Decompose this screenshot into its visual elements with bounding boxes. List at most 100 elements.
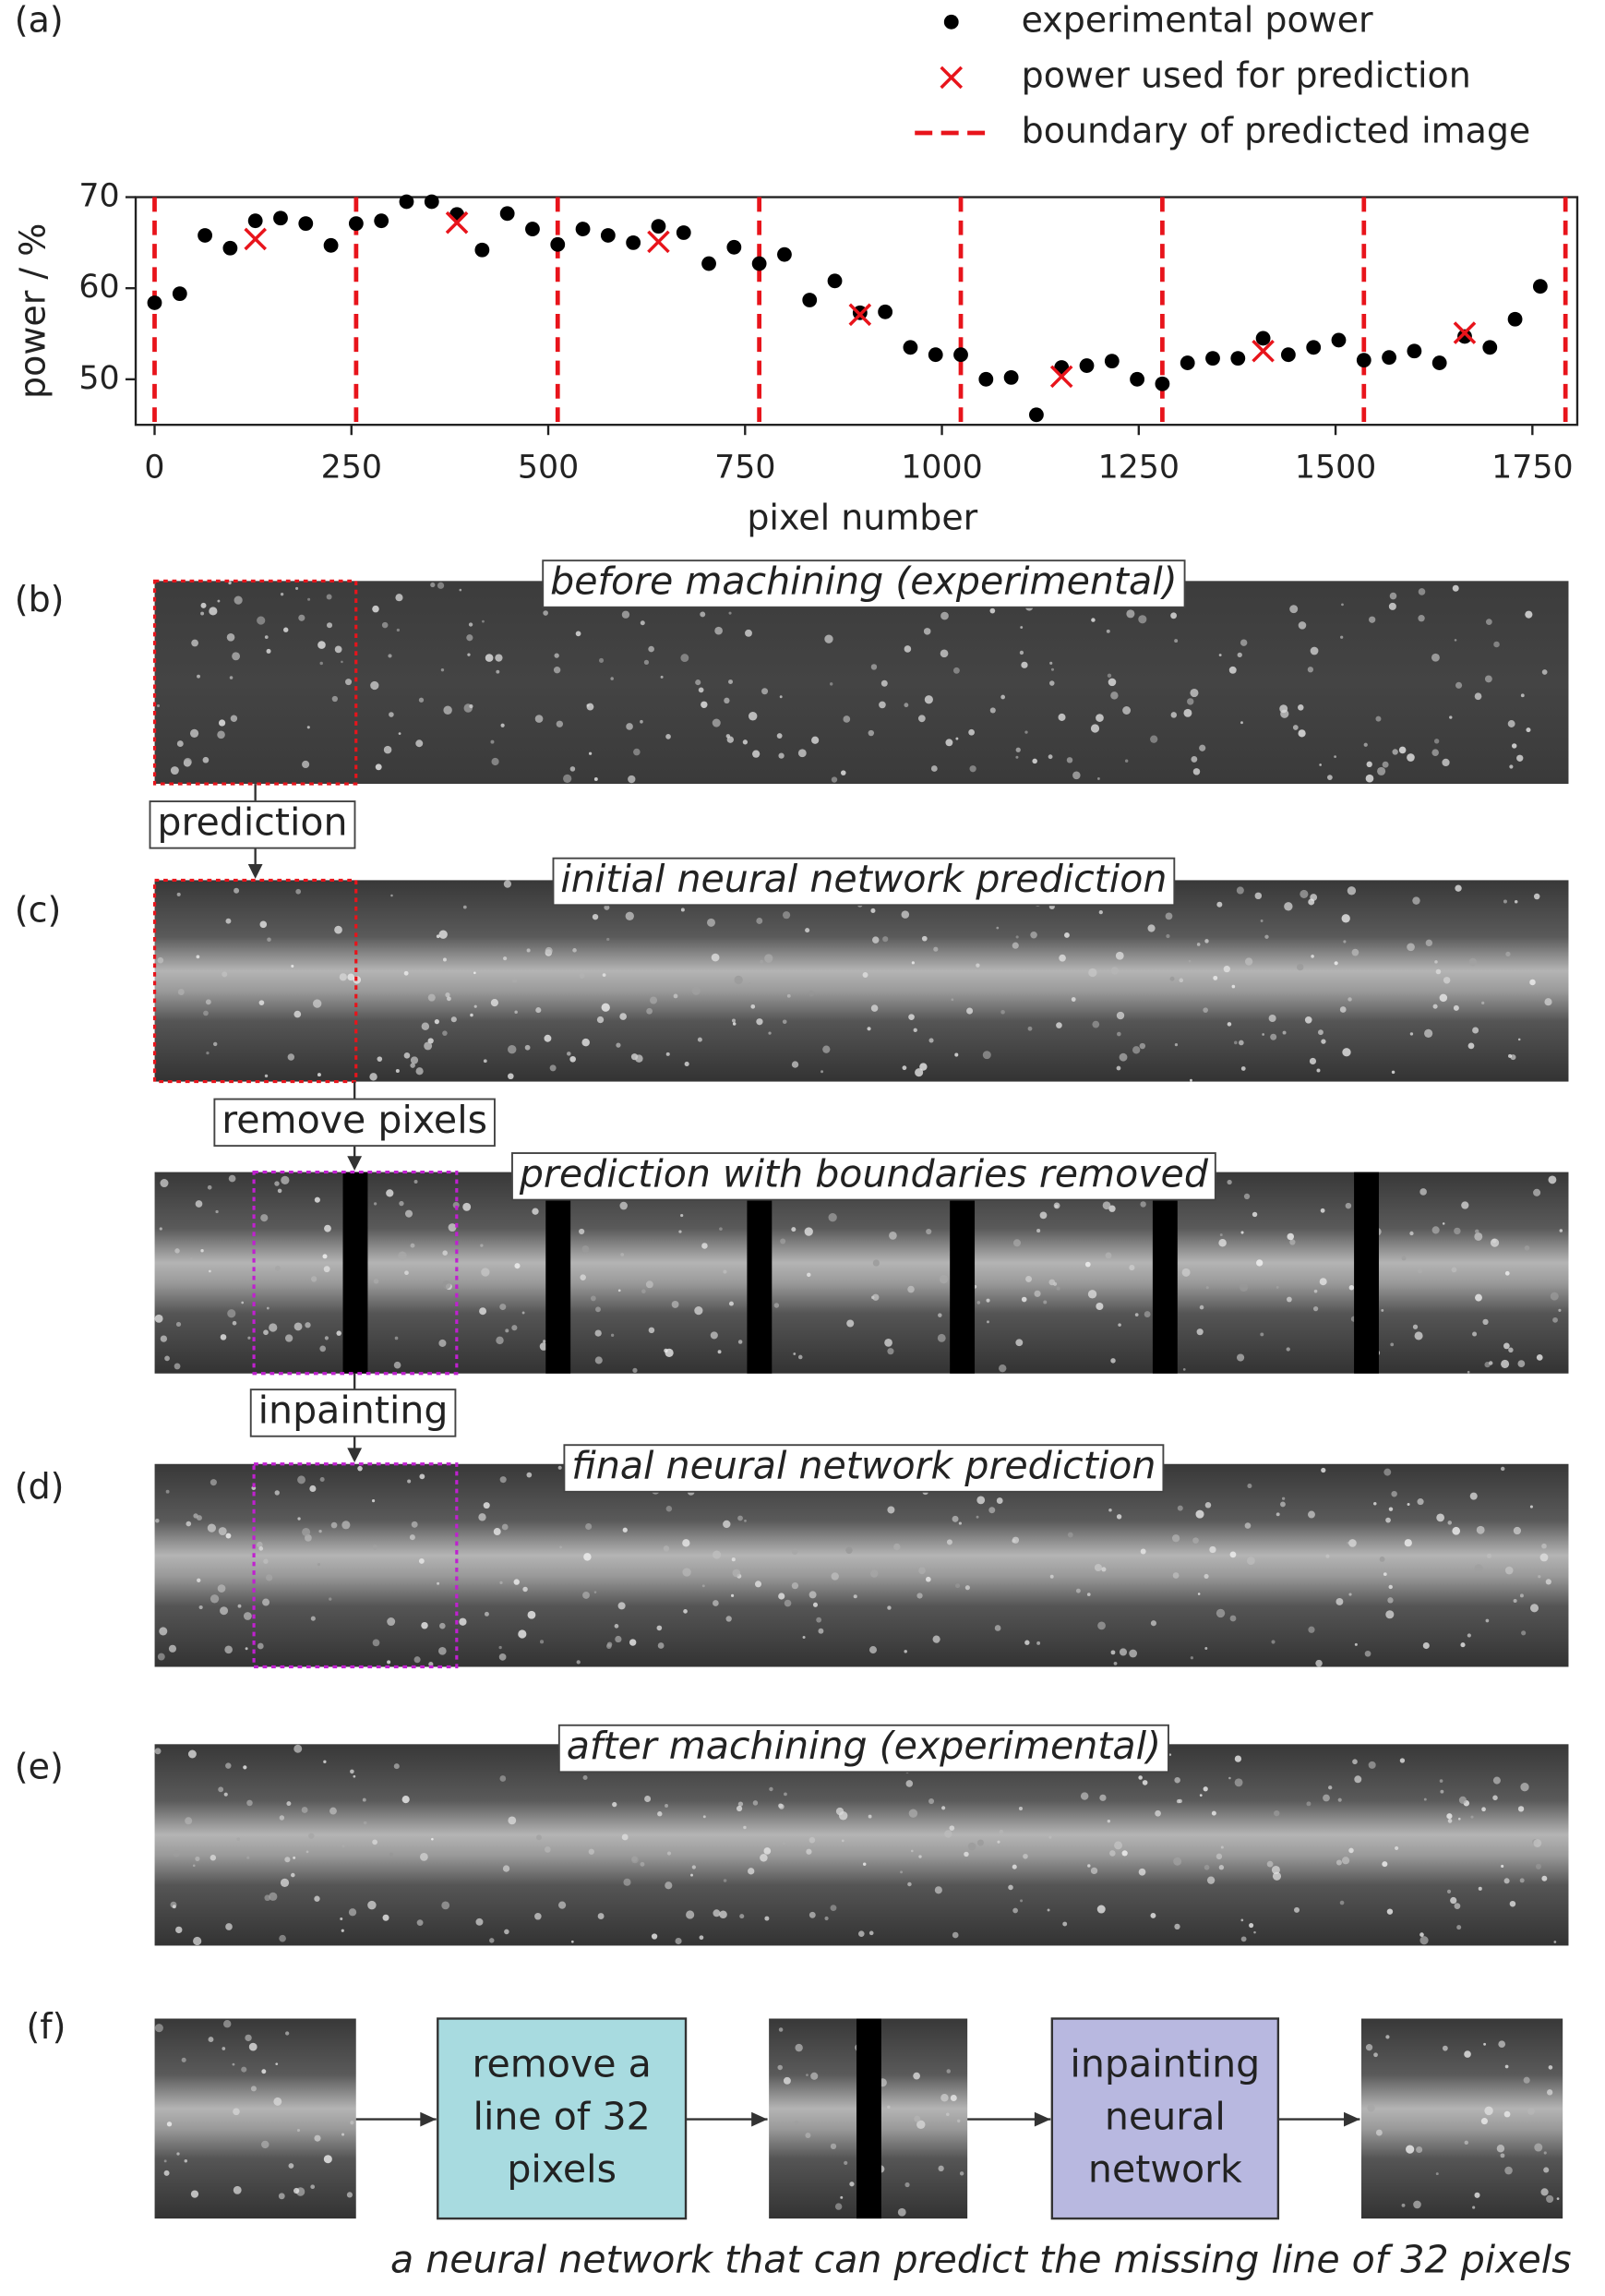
speckle — [154, 2024, 163, 2033]
speckle — [610, 677, 614, 680]
speckle — [293, 1010, 302, 1018]
speckle — [1110, 1358, 1116, 1364]
speckle — [1144, 1311, 1151, 1317]
speckle — [680, 908, 685, 912]
speckle — [728, 611, 732, 615]
speckle — [594, 1329, 602, 1337]
speckle — [262, 1598, 270, 1606]
data-point — [777, 246, 792, 262]
speckle — [1388, 602, 1396, 610]
sample-image — [769, 2018, 968, 2219]
data-point — [273, 210, 288, 226]
speckle — [862, 1862, 867, 1866]
speckle — [442, 1030, 448, 1036]
speckle — [1274, 1809, 1280, 1817]
speckle — [921, 935, 928, 942]
speckle — [1240, 1918, 1244, 1922]
speckle — [808, 991, 815, 997]
flow-box-text: inpainting — [1070, 2042, 1260, 2086]
speckle — [1071, 997, 1076, 1002]
speckle — [868, 1930, 874, 1936]
speckle — [1391, 1490, 1397, 1497]
speckle — [1351, 1844, 1354, 1847]
speckle — [1138, 1868, 1146, 1876]
speckle — [700, 611, 706, 618]
speckle — [1058, 713, 1066, 721]
speckle — [1080, 1792, 1089, 1800]
speckle — [1404, 1539, 1412, 1547]
speckle — [1375, 2129, 1383, 2136]
speckle — [723, 1520, 731, 1529]
speckle — [1363, 742, 1368, 747]
speckle — [1234, 1778, 1243, 1787]
data-point — [1104, 354, 1120, 369]
speckle — [806, 2074, 808, 2076]
speckle — [1313, 1289, 1318, 1293]
speckle — [900, 1870, 904, 1874]
speckle — [1115, 951, 1124, 960]
speckle — [306, 726, 310, 729]
speckle — [1484, 2106, 1493, 2116]
speckle — [372, 605, 379, 613]
speckle — [1199, 1794, 1203, 1797]
data-point — [751, 256, 767, 271]
x-tick-label: 500 — [518, 450, 579, 487]
speckle — [1536, 1353, 1543, 1361]
speckle — [1139, 1042, 1146, 1050]
speckle — [944, 1830, 952, 1838]
speckle — [196, 955, 200, 959]
speckle — [1308, 1510, 1315, 1519]
speckle — [583, 1553, 592, 1561]
speckle — [783, 2076, 791, 2085]
speckle — [220, 1334, 227, 1340]
speckle — [293, 1322, 303, 1331]
speckle — [1174, 1043, 1179, 1047]
speckle — [1253, 1930, 1256, 1934]
x-tick-label: 750 — [714, 450, 775, 487]
speckle — [243, 1765, 247, 1770]
panel-label: (b) — [15, 579, 65, 619]
speckle — [1084, 1261, 1091, 1268]
speckle — [694, 1306, 703, 1316]
speckle — [1472, 1027, 1479, 1034]
speckle — [308, 1833, 315, 1839]
speckle — [430, 582, 436, 588]
speckle — [1316, 1068, 1321, 1073]
speckle — [1523, 2076, 1530, 2084]
speckle — [1260, 920, 1264, 922]
speckle — [846, 1319, 855, 1328]
speckle — [209, 607, 218, 616]
speckle — [1122, 706, 1132, 715]
speckle — [1525, 610, 1533, 619]
speckle — [1383, 1572, 1387, 1577]
speckle — [164, 1355, 170, 1362]
speckle — [904, 645, 912, 653]
speckle — [713, 1600, 719, 1606]
speckle — [737, 1801, 744, 1807]
speckle — [1142, 1780, 1148, 1785]
speckle — [763, 1847, 772, 1855]
speckle — [901, 910, 910, 919]
speckle — [870, 1004, 879, 1012]
speckle — [1196, 943, 1201, 946]
speckle — [1048, 754, 1053, 760]
speckle — [778, 752, 785, 759]
arrow-head — [751, 2111, 768, 2127]
image-background — [154, 880, 1569, 1082]
speckle — [160, 1179, 169, 1188]
speckle — [867, 1027, 871, 1031]
speckle — [1173, 1857, 1182, 1866]
speckle — [625, 911, 634, 920]
speckle — [701, 701, 708, 708]
speckle — [579, 1228, 585, 1235]
speckle — [908, 1014, 915, 1020]
speckle — [955, 1583, 961, 1589]
speckle — [1541, 1875, 1548, 1881]
speckle — [319, 1345, 327, 1352]
speckle — [570, 1940, 574, 1943]
speckle — [930, 765, 938, 772]
speckle — [1211, 1810, 1216, 1816]
speckle — [1544, 998, 1552, 1006]
speckle — [621, 610, 630, 619]
speckle — [1398, 746, 1407, 754]
